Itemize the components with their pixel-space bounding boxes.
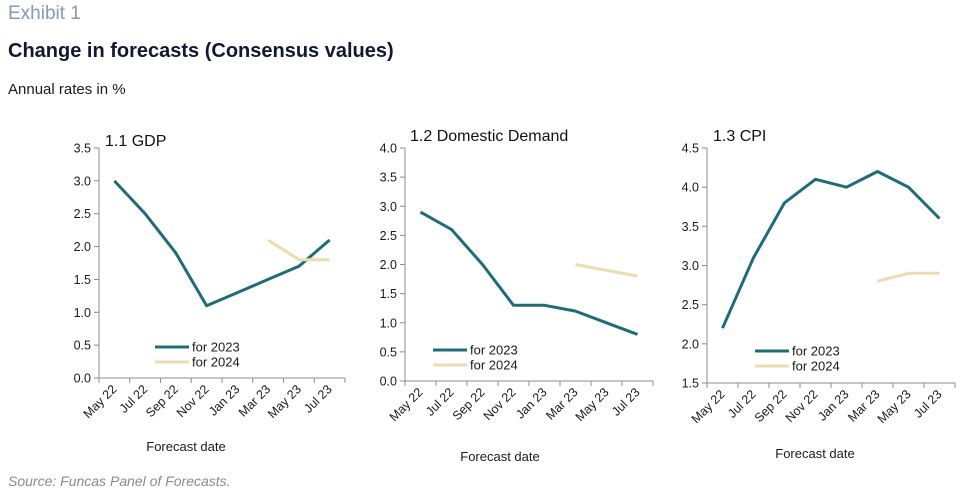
legend-label: for 2023 (792, 344, 840, 359)
y-tick-label: 3.5 (682, 220, 699, 234)
legend-label: for 2024 (192, 355, 240, 370)
x-tick-label: May 23 (573, 385, 612, 424)
y-tick-label: 0.5 (380, 345, 397, 359)
x-axis-title: Forecast date (775, 446, 855, 461)
y-tick-label: 3.0 (74, 174, 91, 188)
exhibit-label: Exhibit 1 (8, 3, 81, 24)
legend-label: for 2024 (792, 359, 840, 374)
y-tick-label: 1.5 (380, 287, 397, 301)
y-tick-label: 3.5 (380, 171, 397, 185)
y-tick-label: 4.5 (682, 142, 699, 156)
series-line-for-2024 (267, 238, 330, 262)
y-tick-label: 2.0 (74, 240, 91, 254)
x-tick-label: May 22 (81, 382, 120, 421)
y-tick-label: 4.0 (380, 142, 397, 156)
y-tick-label: 1.5 (682, 377, 699, 391)
x-tick-label: May 22 (387, 385, 426, 424)
x-tick-label: Jul 23 (911, 387, 945, 421)
y-tick-label: 2.5 (682, 298, 699, 312)
x-tick-label: Sep 22 (450, 385, 488, 423)
series-line-for-2023 (721, 170, 941, 329)
chart-title: 1.3 CPI (713, 128, 766, 145)
y-tick-label: 2.5 (74, 207, 91, 221)
x-tick-label: Nov 22 (783, 387, 821, 425)
y-tick-label: 0.0 (380, 375, 397, 389)
series-line-for-2024 (877, 271, 940, 283)
source-note: Source: Funcas Panel of Forecasts. (8, 473, 231, 489)
y-tick-label: 0.0 (74, 372, 91, 386)
series-line-for-2023 (419, 210, 639, 336)
series-line-for-2023 (113, 179, 331, 308)
y-tick-label: 1.5 (74, 273, 91, 287)
x-tick-label: Jan 23 (206, 382, 242, 418)
x-tick-label: Nov 22 (174, 382, 212, 420)
x-tick-label: May 23 (265, 382, 304, 421)
chart-title: 1.2 Domestic Demand (410, 128, 568, 145)
x-tick-label: Jan 23 (815, 387, 851, 423)
y-tick-label: 0.5 (74, 339, 91, 353)
y-tick-label: 2.0 (682, 337, 699, 351)
legend-label: for 2023 (192, 340, 240, 355)
y-tick-label: 3.5 (74, 142, 91, 156)
x-tick-label: Jul 23 (301, 382, 335, 416)
x-tick-label: Sep 22 (143, 382, 181, 420)
y-tick-label: 4.0 (682, 181, 699, 195)
x-axis-title: Forecast date (146, 439, 226, 454)
page-title: Change in forecasts (Consensus values) (8, 40, 394, 62)
x-tick-label: May 23 (875, 387, 914, 426)
x-tick-label: Nov 22 (481, 385, 519, 423)
series-line-for-2024 (575, 263, 638, 278)
x-axis-title: Forecast date (460, 449, 540, 464)
page-subtitle: Annual rates in % (8, 81, 126, 98)
y-tick-label: 1.0 (380, 316, 397, 330)
x-tick-label: Jul 23 (609, 385, 643, 419)
y-tick-label: 2.5 (380, 229, 397, 243)
x-tick-label: Jan 23 (513, 385, 549, 421)
y-tick-label: 3.0 (380, 200, 397, 214)
x-tick-label: Sep 22 (752, 387, 790, 425)
y-tick-label: 3.0 (682, 259, 699, 273)
legend-label: for 2023 (470, 343, 518, 358)
y-tick-label: 2.0 (380, 258, 397, 272)
y-tick-label: 1.0 (74, 306, 91, 320)
legend-label: for 2024 (470, 358, 518, 373)
chart-title: 1.1 GDP (105, 133, 166, 150)
x-tick-label: May 22 (689, 387, 728, 426)
